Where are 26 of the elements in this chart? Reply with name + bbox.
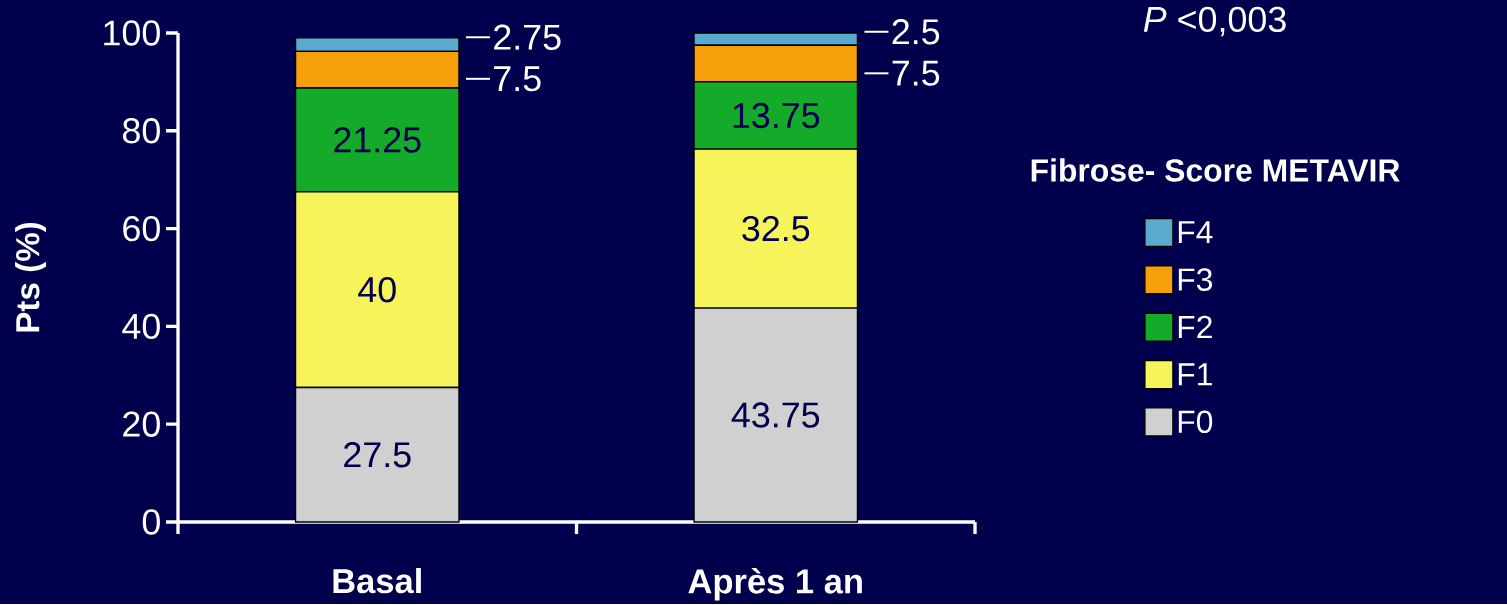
y-tick-label: 40	[122, 313, 160, 340]
data-label: 43.75	[731, 402, 820, 428]
data-label: 40	[358, 277, 396, 303]
y-tick-label: 100	[104, 20, 160, 46]
legend-label: F0	[1178, 410, 1213, 434]
x-tick-label: Basal	[333, 568, 421, 594]
data-label: 7.5	[892, 60, 940, 86]
data-label: 2.75	[494, 24, 561, 50]
y-tick-label: 0	[142, 509, 160, 535]
x-tick-label: Après 1 an	[688, 568, 862, 601]
data-label: 21.25	[334, 127, 421, 153]
legend-label: F3	[1178, 268, 1213, 291]
legend-label: F4	[1178, 221, 1213, 244]
legend-label: F1	[1178, 363, 1212, 386]
data-label: 27.5	[344, 442, 411, 468]
data-label: 32.5	[742, 215, 810, 242]
y-tick-label: 80	[122, 118, 160, 144]
y-tick-label: 60	[123, 215, 160, 242]
legend-title: Fibrose- Score METAVIR	[1031, 158, 1400, 182]
legend-label: F2	[1178, 315, 1212, 339]
text: P <0,003	[1143, 6, 1286, 37]
data-label: 2.5	[892, 19, 940, 45]
data-label: 13.75	[733, 102, 820, 129]
y-axis-title: Pts (%)	[15, 222, 47, 332]
data-label: 7.5	[494, 66, 541, 92]
y-tick-label: 20	[123, 411, 160, 437]
